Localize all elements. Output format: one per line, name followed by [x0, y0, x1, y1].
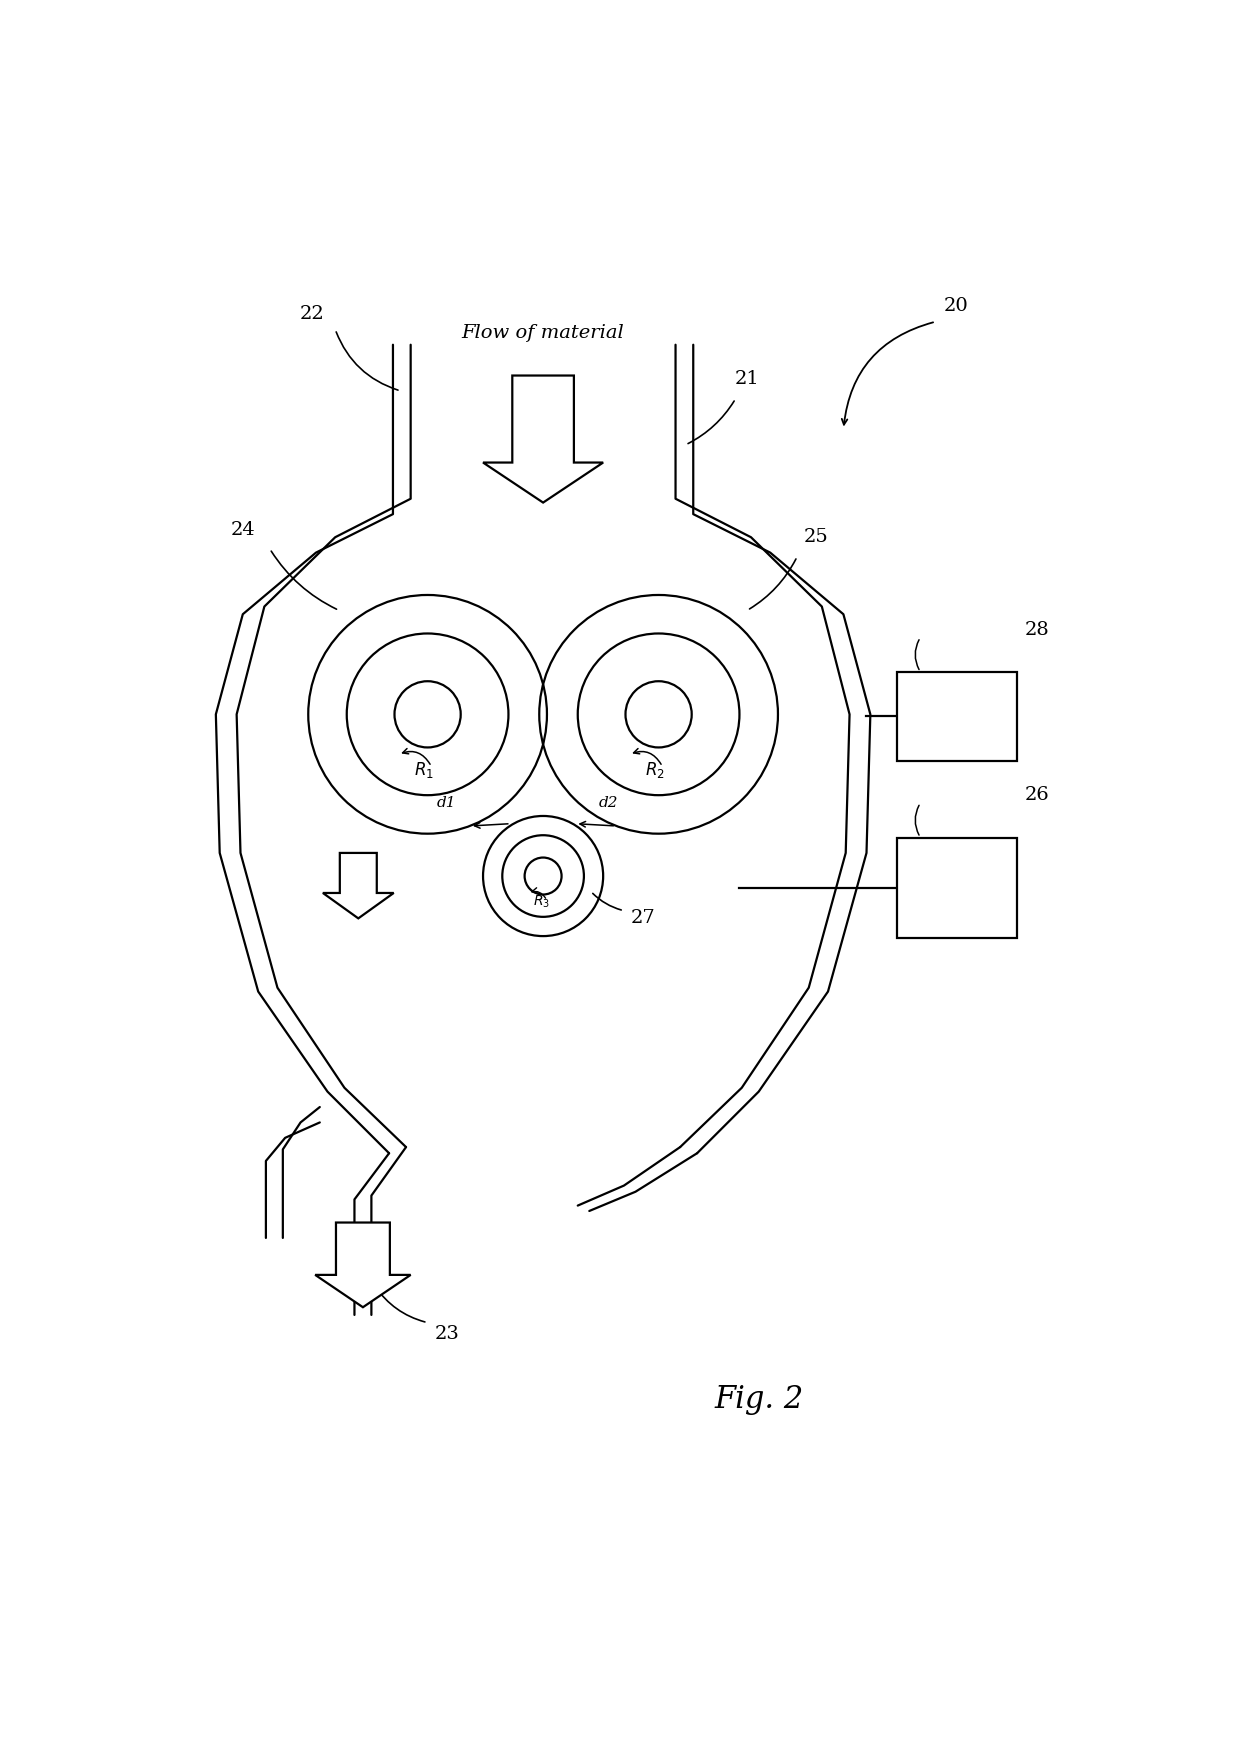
Text: 20: 20	[944, 297, 968, 314]
Polygon shape	[322, 853, 394, 919]
Text: 25: 25	[804, 528, 828, 545]
Text: Flow of material: Flow of material	[461, 325, 625, 342]
Text: 26: 26	[1024, 787, 1049, 804]
Text: $R_1$: $R_1$	[414, 759, 434, 780]
Polygon shape	[315, 1223, 410, 1308]
Text: d2: d2	[599, 796, 619, 809]
Text: Fig. 2: Fig. 2	[714, 1384, 804, 1416]
Text: 24: 24	[231, 521, 255, 538]
Text: 27: 27	[631, 910, 656, 928]
Text: $R_3$: $R_3$	[533, 893, 551, 910]
Text: $R_2$: $R_2$	[645, 759, 665, 780]
Text: 28: 28	[1024, 620, 1049, 639]
Polygon shape	[898, 837, 1017, 938]
Text: 22: 22	[300, 306, 325, 323]
Text: 23: 23	[434, 1325, 459, 1343]
Text: 21: 21	[735, 370, 760, 389]
Polygon shape	[484, 375, 603, 502]
Polygon shape	[898, 672, 1017, 761]
Text: d1: d1	[436, 796, 456, 809]
